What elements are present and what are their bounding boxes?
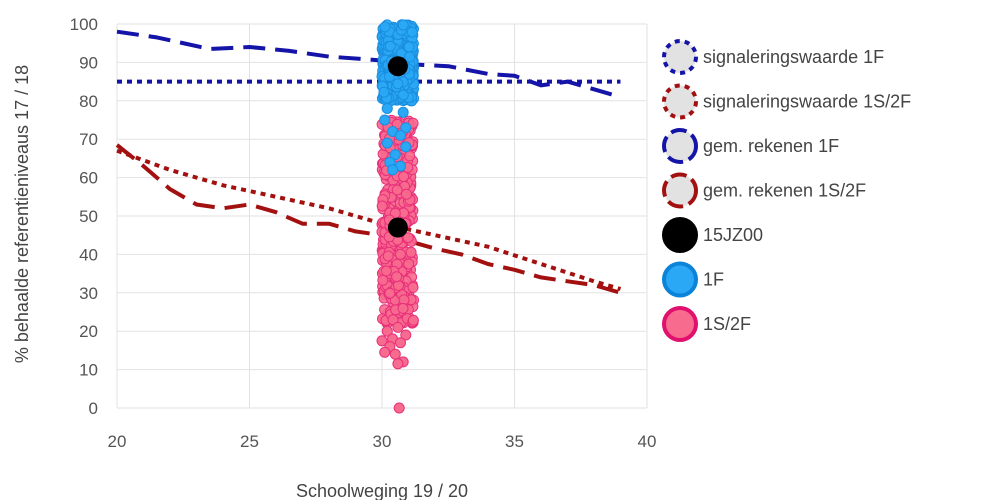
point-1s2f[interactable] bbox=[380, 265, 392, 277]
point-1f[interactable] bbox=[397, 19, 409, 31]
line-gem-rekenen-1s-2f bbox=[115, 143, 622, 295]
line-gem-rekenen-1f bbox=[116, 29, 622, 99]
point-1f[interactable] bbox=[406, 26, 418, 38]
point-1f[interactable] bbox=[381, 137, 393, 149]
legend-item[interactable]: signaleringswaarde 1S/2F bbox=[662, 83, 911, 120]
y-tick-label: 0 bbox=[89, 399, 98, 418]
point-1f[interactable] bbox=[397, 106, 409, 118]
point-1s2f[interactable] bbox=[393, 280, 404, 291]
legend-marker bbox=[662, 128, 698, 164]
point-1s2f[interactable] bbox=[391, 184, 403, 196]
legend: signaleringswaarde 1F signaleringswaarde … bbox=[662, 39, 911, 342]
point-1f[interactable] bbox=[379, 114, 391, 126]
point-1f[interactable] bbox=[403, 41, 415, 53]
legend-label: 15JZ00 bbox=[703, 225, 763, 245]
legend-marker bbox=[662, 261, 698, 298]
point-1s2f[interactable] bbox=[398, 171, 410, 182]
y-tick-label: 90 bbox=[79, 53, 98, 72]
y-axis-label: % behaalde referentieniveaus 17 / 18 bbox=[12, 65, 32, 363]
point-1f[interactable] bbox=[397, 89, 409, 101]
point-1s2f[interactable] bbox=[395, 337, 406, 349]
point-1s2f[interactable] bbox=[376, 200, 388, 212]
y-tick-label: 40 bbox=[79, 245, 98, 264]
point-1f[interactable] bbox=[387, 164, 399, 176]
point-15jz00[interactable] bbox=[387, 56, 408, 77]
legend-marker bbox=[662, 306, 698, 342]
y-tick-label: 50 bbox=[79, 207, 98, 226]
point-1s2f[interactable] bbox=[382, 250, 394, 262]
point-1s2f[interactable] bbox=[404, 150, 416, 162]
point-15jz00[interactable] bbox=[387, 217, 408, 238]
legend-item[interactable]: 1F bbox=[662, 261, 724, 298]
point-1s2f[interactable] bbox=[405, 246, 417, 258]
y-axis-ticks: 0 10 20 30 40 50 60 70 80 90 100 bbox=[70, 15, 98, 418]
point-1f[interactable] bbox=[381, 103, 393, 114]
legend-label: signaleringswaarde 1F bbox=[703, 47, 884, 67]
legend-label: gem. rekenen 1F bbox=[703, 136, 839, 156]
point-1f[interactable] bbox=[400, 122, 412, 134]
y-tick-label: 20 bbox=[79, 322, 98, 341]
point-1f[interactable] bbox=[392, 78, 404, 90]
point-1f[interactable] bbox=[384, 40, 396, 52]
x-tick-label: 30 bbox=[373, 432, 392, 451]
legend-item[interactable]: 1S/2F bbox=[662, 306, 751, 342]
y-tick-label: 100 bbox=[70, 15, 98, 34]
point-1f[interactable] bbox=[378, 86, 390, 98]
legend-marker bbox=[662, 172, 698, 209]
legend-item[interactable]: gem. rekenen 1F bbox=[662, 128, 839, 164]
point-1f[interactable] bbox=[389, 149, 401, 161]
point-1s2f[interactable] bbox=[384, 287, 396, 299]
legend-item[interactable]: signaleringswaarde 1F bbox=[662, 39, 884, 75]
point-1s2f[interactable] bbox=[402, 232, 414, 244]
point-1s2f[interactable] bbox=[407, 281, 419, 293]
x-tick-label: 20 bbox=[108, 432, 127, 451]
point-1f[interactable] bbox=[395, 129, 406, 141]
legend-marker bbox=[662, 217, 698, 253]
legend-marker bbox=[662, 83, 698, 120]
line-signaleringswaarde-1s-2f bbox=[116, 148, 622, 291]
data-points bbox=[376, 19, 420, 414]
point-1s2f[interactable] bbox=[392, 358, 404, 370]
point-1s2f[interactable] bbox=[401, 188, 412, 200]
point-1s2f[interactable] bbox=[394, 248, 406, 260]
point-1s2f[interactable] bbox=[403, 258, 415, 270]
legend-label: signaleringswaarde 1S/2F bbox=[703, 92, 911, 112]
y-tick-label: 30 bbox=[79, 284, 98, 303]
legend-item[interactable]: gem. rekenen 1S/2F bbox=[662, 172, 866, 209]
point-1f[interactable] bbox=[379, 21, 391, 33]
y-tick-label: 80 bbox=[79, 92, 98, 111]
point-1s2f[interactable] bbox=[377, 274, 389, 286]
point-1s2f[interactable] bbox=[392, 321, 404, 333]
point-1s2f[interactable] bbox=[407, 314, 419, 326]
y-tick-label: 60 bbox=[79, 169, 98, 188]
x-tick-label: 25 bbox=[240, 432, 259, 451]
point-1s2f[interactable] bbox=[381, 325, 393, 337]
legend-label: gem. rekenen 1S/2F bbox=[703, 181, 866, 201]
point-1s2f[interactable] bbox=[379, 346, 391, 358]
legend-label: 1S/2F bbox=[703, 314, 751, 334]
x-axis-ticks: 20 25 30 35 40 bbox=[108, 432, 657, 451]
legend-item[interactable]: 15JZ00 bbox=[662, 217, 763, 253]
point-1f[interactable] bbox=[400, 141, 412, 153]
point-1f[interactable] bbox=[404, 51, 416, 63]
legend-label: 1F bbox=[703, 270, 724, 290]
y-tick-label: 70 bbox=[79, 130, 98, 149]
y-tick-label: 10 bbox=[79, 361, 98, 380]
point-1s2f[interactable] bbox=[391, 271, 403, 283]
legend-marker bbox=[662, 39, 698, 75]
point-1s2f[interactable] bbox=[400, 329, 412, 341]
point-1s2f[interactable] bbox=[393, 402, 405, 414]
x-axis-label: Schoolweging 19 / 20 bbox=[296, 481, 468, 500]
reference-lines bbox=[115, 29, 622, 295]
point-1s2f[interactable] bbox=[397, 302, 409, 314]
point-1s2f[interactable] bbox=[389, 348, 401, 360]
x-tick-label: 35 bbox=[505, 432, 524, 451]
x-tick-label: 40 bbox=[638, 432, 657, 451]
point-1s2f[interactable] bbox=[376, 335, 388, 347]
